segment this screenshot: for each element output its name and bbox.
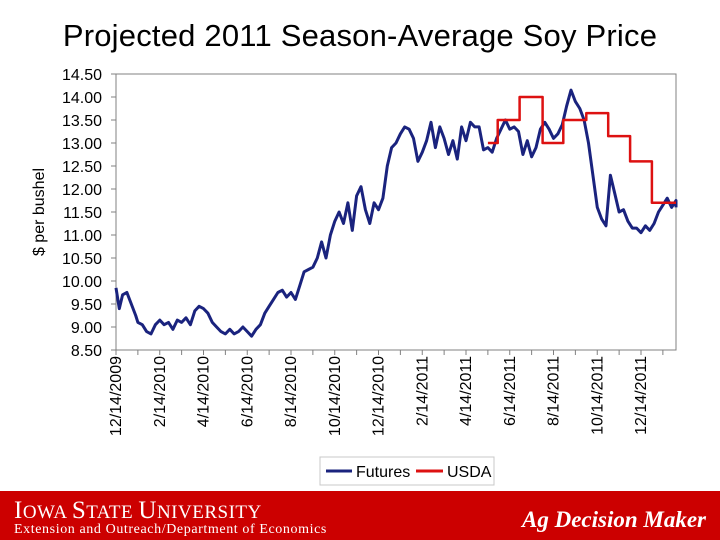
x-tick-label: 8/14/2010	[283, 356, 300, 427]
legend: Futures USDA	[319, 456, 495, 486]
legend-label-futures: Futures	[356, 464, 410, 481]
x-tick-label: 2/14/2011	[414, 356, 431, 426]
y-tick-label: 13.00	[62, 136, 102, 153]
y-tick-label: 10.00	[62, 274, 102, 291]
footer-bar: IOWA STATE UNIVERSITY Extension and Outr…	[0, 491, 720, 540]
department-text: Extension and Outreach/Department of Eco…	[14, 522, 327, 537]
price-chart: 14.50 14.00 13.50 13.00 12.50 12.00 11.50 11.00…	[31, 67, 678, 486]
y-axis-ticks: 14.50 14.00 13.50 13.00 12.50 12.00 11.50 11.00…	[62, 67, 116, 360]
y-tick-label: 12.50	[62, 159, 102, 176]
x-tick-label: 8/14/2011	[546, 356, 563, 426]
y-tick-label: 11.00	[63, 228, 102, 245]
x-tick-label: 4/14/2011	[458, 356, 475, 426]
series-lines	[114, 88, 678, 338]
x-tick-label: 10/14/2011	[589, 356, 606, 435]
x-tick-label: 6/14/2010	[239, 356, 256, 427]
plot-area	[115, 73, 677, 351]
x-tick-label: 12/14/2010	[371, 356, 388, 436]
y-tick-label: 9.50	[71, 297, 102, 314]
page-title: Projected 2011 Season-Average Soy Price	[62, 18, 658, 53]
x-tick-label: 12/14/2011	[633, 356, 650, 435]
y-axis-label: $ per bushel	[31, 168, 48, 256]
isu-logo: IOWA STATE UNIVERSITY	[14, 497, 262, 524]
x-tick-label: 12/14/2009	[108, 356, 125, 436]
y-tick-label: 8.50	[71, 343, 102, 360]
series-line-futures	[114, 88, 678, 338]
x-tick-label: 10/14/2010	[327, 356, 344, 436]
y-tick-label: 14.50	[62, 67, 102, 84]
series-line-usda	[487, 95, 676, 205]
x-axis-ticks: 12/14/2009 2/14/2010 4/14/2010 6/14/2010 8/1…	[108, 350, 664, 436]
x-tick-label: 4/14/2010	[196, 356, 213, 427]
x-tick-label: 6/14/2011	[502, 356, 519, 426]
y-tick-label: 14.00	[62, 90, 102, 107]
legend-label-usda: USDA	[447, 464, 492, 481]
x-tick-label: 2/14/2010	[152, 356, 169, 427]
y-tick-label: 10.50	[62, 251, 102, 268]
y-tick-label: 9.00	[71, 320, 102, 337]
y-tick-label: 12.00	[62, 182, 102, 199]
y-tick-label: 13.50	[62, 113, 102, 130]
y-tick-label: 11.50	[63, 205, 102, 222]
ag-decision-maker-logo: Ag Decision Maker	[522, 507, 706, 532]
